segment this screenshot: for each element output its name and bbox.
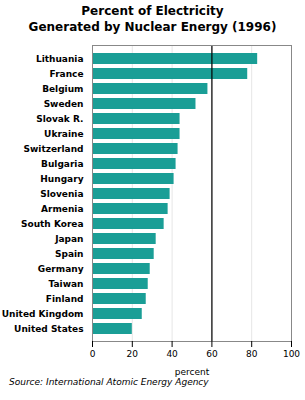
svg-text:United Kingdom: United Kingdom	[2, 309, 84, 319]
svg-text:Taiwan: Taiwan	[49, 279, 84, 289]
svg-text:40: 40	[166, 349, 178, 359]
svg-text:Armenia: Armenia	[41, 204, 83, 214]
svg-text:Ukraine: Ukraine	[44, 129, 83, 139]
svg-text:France: France	[50, 69, 84, 79]
html-text:Source: International Atomic E: Source: International Atomic Energy Agen…	[9, 377, 209, 388]
svg-text:South Korea: South Korea	[21, 219, 84, 229]
svg-text:percent: percent	[175, 367, 210, 377]
svg-text:100: 100	[283, 349, 300, 359]
svg-text:Germany: Germany	[38, 264, 84, 274]
svg-text:Japan: Japan	[54, 234, 83, 244]
svg-text:Lithuania: Lithuania	[36, 54, 84, 64]
svg-text:Switzerland: Switzerland	[24, 144, 84, 154]
html-text:Percent of Electricity Generat: Percent of Electricity Generated by Nucl…	[28, 4, 277, 34]
svg-text:Finland: Finland	[46, 294, 84, 304]
svg-text:Slovenia: Slovenia	[40, 189, 83, 199]
svg-text:Spain: Spain	[55, 249, 84, 259]
svg-text:Sweden: Sweden	[44, 99, 84, 109]
svg-text:80: 80	[246, 349, 258, 359]
svg-text:Slovak R.: Slovak R.	[36, 114, 83, 124]
svg-text:20: 20	[127, 349, 139, 359]
svg-text:Hungary: Hungary	[40, 174, 83, 184]
svg-text:Belgium: Belgium	[42, 84, 83, 94]
svg-text:0: 0	[90, 349, 96, 359]
svg-text:United States: United States	[14, 324, 83, 334]
svg-text:Bulgaria: Bulgaria	[41, 159, 83, 169]
svg-text:60: 60	[206, 349, 218, 359]
